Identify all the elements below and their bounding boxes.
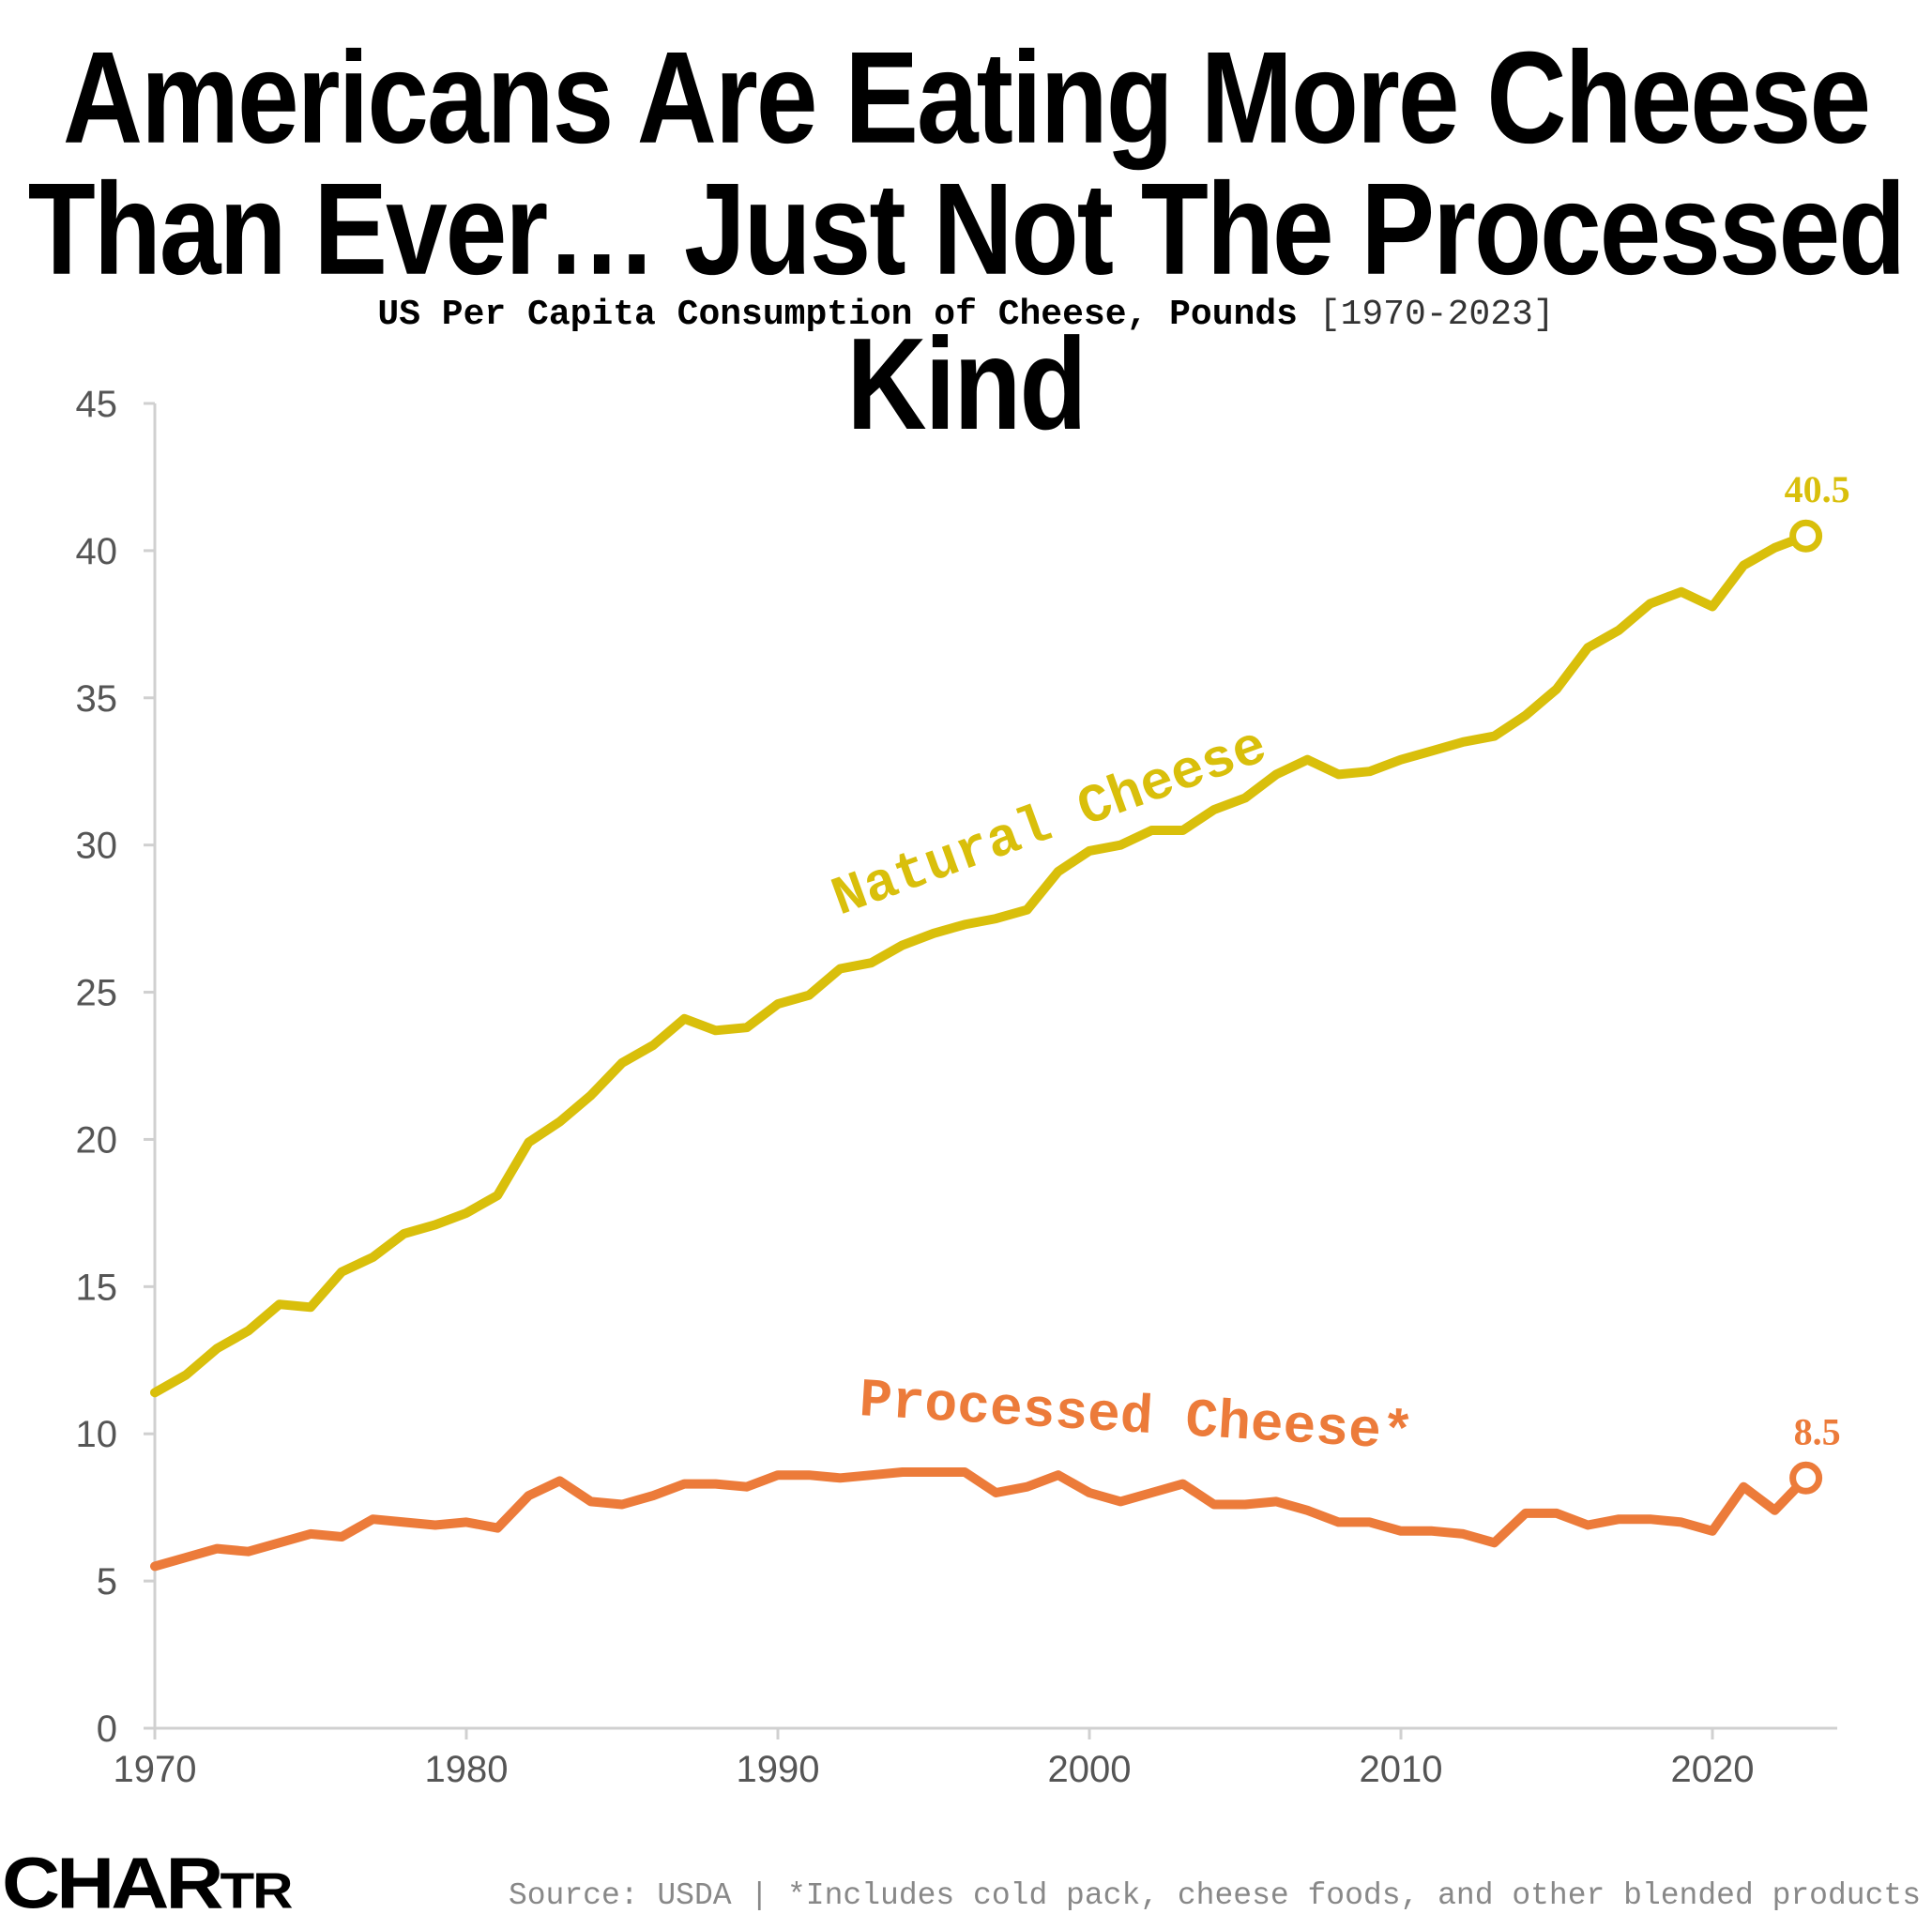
labels-layer: 40.5 8.5 Natural Cheese Processed Cheese* (825, 468, 1850, 1466)
x-tick-label: 2010 (1360, 1749, 1443, 1790)
x-tick-label: 1970 (114, 1749, 197, 1790)
x-tick-label: 1990 (737, 1749, 820, 1790)
series-label-processed: Processed Cheese* (858, 1371, 1416, 1466)
chart-subtitle: US Per Capita Consumption of Cheese, Pou… (0, 295, 1932, 335)
x-tick-label: 2020 (1671, 1749, 1755, 1790)
y-tick-label: 35 (76, 678, 118, 720)
series-line-processed (150, 1467, 1811, 1572)
series-line-natural (150, 531, 1811, 1398)
y-tick-label: 25 (76, 973, 118, 1014)
chart-axes: 0 5 10 15 20 25 30 35 40 45 1970 1980 1990 2000 2010 20… (76, 384, 1837, 1790)
x-tick-label: 2000 (1048, 1749, 1132, 1790)
chart-title-line-2: Than Ever… Just Not The Processed Kind (27, 156, 1907, 458)
source-note: Source: USDA | *Includes cold pack, chee… (508, 1878, 1921, 1913)
y-tick-label: 15 (76, 1267, 118, 1308)
y-tick-label: 20 (76, 1119, 118, 1161)
end-point-marker (1789, 519, 1823, 553)
y-tick-label: 40 (76, 531, 118, 572)
series-layer (150, 519, 1823, 1572)
y-tick-label: 0 (97, 1709, 117, 1750)
series-label-natural: Natural Cheese (825, 717, 1275, 931)
chart-title-line-1: Americans Are Eating More Cheese (62, 24, 1871, 172)
end-value-label: 8.5 (1794, 1410, 1841, 1452)
y-tick-label: 30 (76, 826, 118, 867)
end-value-label: 40.5 (1785, 468, 1850, 510)
logo-main: CHAR (2, 1843, 223, 1924)
logo-small: TR (220, 1861, 293, 1920)
x-tick-label: 1980 (425, 1749, 509, 1790)
subtitle-range: [1970-2023] (1318, 295, 1555, 335)
y-tick-label: 45 (76, 384, 118, 425)
y-tick-label: 10 (76, 1414, 118, 1455)
chartr-logo: CHARTR (2, 1843, 293, 1929)
subtitle-main: US Per Capita Consumption of Cheese, Pou… (377, 295, 1298, 335)
y-tick-label: 5 (97, 1561, 117, 1602)
end-point-marker (1789, 1461, 1823, 1495)
